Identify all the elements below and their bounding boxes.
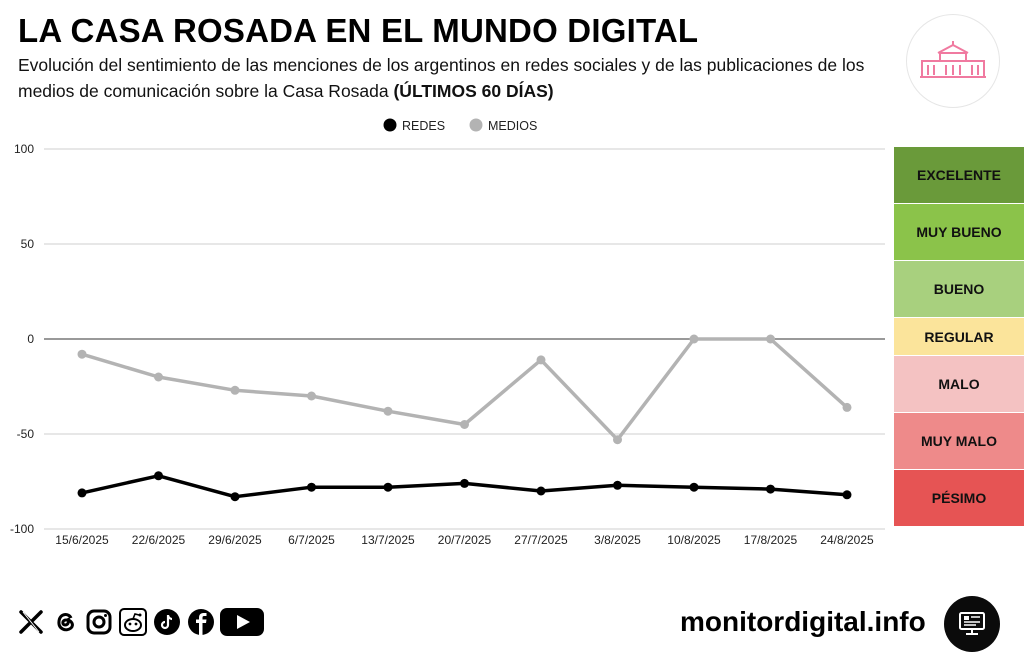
x-tick-label: 13/7/2025	[361, 533, 415, 547]
chart-legend: REDES MEDIOS	[383, 118, 537, 133]
legend-label-medios: MEDIOS	[488, 119, 537, 133]
subtitle-period: (ÚLTIMOS 60 DÍAS)	[393, 81, 554, 101]
x-icon[interactable]	[16, 607, 46, 637]
legend-marker-redes	[383, 118, 397, 132]
facebook-icon[interactable]	[186, 607, 216, 637]
monitor-icon	[944, 596, 1000, 652]
x-tick-label: 24/8/2025	[820, 533, 874, 547]
website-link[interactable]: monitordigital.info	[680, 606, 926, 637]
x-tick-label: 17/8/2025	[744, 533, 798, 547]
data-point-redes	[842, 490, 852, 500]
data-point-redes	[383, 482, 393, 492]
data-point-redes	[689, 482, 699, 492]
data-point-redes	[766, 484, 775, 494]
x-tick-label: 22/6/2025	[132, 533, 186, 547]
casa-rosada-building-icon	[906, 14, 1000, 108]
chart-series	[77, 334, 852, 502]
data-point-medios	[383, 406, 393, 416]
y-tick-label: -100	[10, 522, 34, 536]
scale-band: MUY BUENO	[894, 204, 1024, 261]
data-point-redes	[77, 488, 87, 498]
data-point-medios	[460, 420, 469, 429]
scale-band: REGULAR	[894, 318, 1024, 356]
data-point-redes	[307, 482, 316, 492]
scale-band: BUENO	[894, 261, 1024, 318]
y-axis: 100 50 0 -50 -100	[10, 142, 34, 536]
page-subtitle: Evolución del sentimiento de las mencion…	[18, 52, 888, 104]
tiktok-icon[interactable]	[152, 607, 182, 637]
data-point-medios	[766, 334, 775, 344]
data-point-redes	[154, 471, 163, 481]
scale-band: EXCELENTE	[894, 147, 1024, 204]
y-tick-label: 50	[21, 237, 35, 251]
subtitle-text: Evolución del sentimiento de las mencion…	[18, 55, 865, 101]
social-links	[16, 607, 264, 637]
data-point-medios	[77, 349, 87, 359]
sentiment-line-chart: REDES MEDIOS 100 50 0 -50 -100 15/6/2025 22/6/…	[10, 118, 885, 547]
x-tick-label: 10/8/2025	[667, 533, 721, 547]
x-tick-label: 27/7/2025	[514, 533, 568, 547]
scale-band: MALO	[894, 356, 1024, 413]
y-tick-label: -50	[17, 427, 35, 441]
instagram-icon[interactable]	[84, 607, 114, 637]
x-tick-label: 20/7/2025	[438, 533, 492, 547]
data-point-medios	[613, 435, 622, 445]
data-point-redes	[613, 480, 622, 490]
legend-label-redes: REDES	[402, 119, 445, 133]
legend-marker-medios	[469, 118, 483, 132]
data-point-medios	[154, 372, 163, 382]
scale-band: PÉSIMO	[894, 470, 1024, 527]
data-point-redes	[460, 478, 469, 488]
data-point-medios	[230, 385, 240, 395]
reddit-icon[interactable]	[118, 607, 148, 637]
data-point-redes	[536, 486, 546, 496]
data-point-medios	[536, 355, 546, 365]
data-point-medios	[842, 402, 852, 412]
y-tick-label: 0	[27, 332, 34, 346]
scale-band: MUY MALO	[894, 413, 1024, 470]
data-point-redes	[230, 492, 240, 502]
y-tick-label: 100	[14, 142, 34, 156]
x-axis: 15/6/2025 22/6/2025 29/6/2025 6/7/2025 13/7/…	[55, 533, 874, 547]
data-point-medios	[689, 334, 699, 344]
x-tick-label: 6/7/2025	[288, 533, 335, 547]
data-point-medios	[307, 391, 316, 401]
x-tick-label: 15/6/2025	[55, 533, 109, 547]
x-tick-label: 3/8/2025	[594, 533, 641, 547]
x-tick-label: 29/6/2025	[208, 533, 262, 547]
threads-icon[interactable]	[50, 607, 80, 637]
page-title: LA CASA ROSADA EN EL MUNDO DIGITAL	[18, 12, 699, 49]
youtube-icon[interactable]	[220, 607, 264, 637]
